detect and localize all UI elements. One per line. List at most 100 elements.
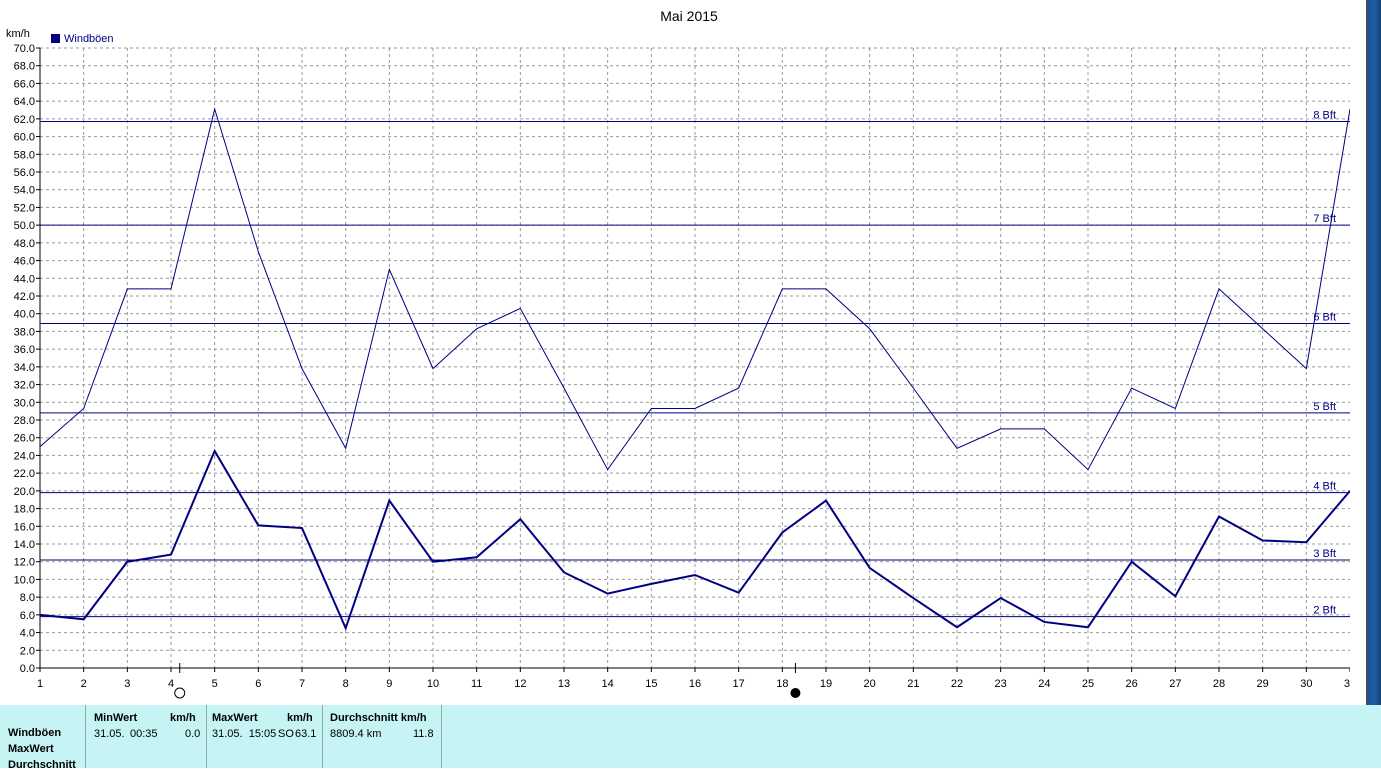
x-tick-label: 30 [1300,678,1312,690]
y-tick-label: 56.0 [14,167,35,179]
full-moon-icon [174,687,186,699]
series-line-wind [39,448,1350,631]
min-time: 00:35 [130,728,158,740]
wind-chart: Mai 2015 km/h Windböen 2 Bft 3 Bft 4 Bft 5 … [6,8,1350,699]
y-tick-label: 32.0 [14,380,35,392]
axes: 0.0 2.0 4.0 6.0 8.0 10.0 12.0 14.0 16.0 18.0 20.0 2… [14,43,1350,690]
y-tick-label: 50.0 [14,220,35,232]
y-tick-label: 40.0 [14,309,35,321]
y-tick-label: 52.0 [14,202,35,214]
beaufort-label: 3 Bft [1313,548,1336,560]
stats-row-label: MaxWert [8,743,54,755]
avg-value: 11.8 [413,728,434,740]
x-tick-label: 1 [37,678,43,690]
x-tick-label: 11 [471,678,482,690]
y-tick-label: 66.0 [14,78,35,90]
y-tick-label: 48.0 [14,238,35,250]
y-tick-label: 58.0 [14,149,35,161]
x-tick-label: 10 [427,678,439,690]
y-tick-label: 0.0 [20,663,35,675]
new-moon-icon [790,688,801,698]
x-tick-label: 20 [864,678,876,690]
min-value: 0.0 [185,728,201,740]
x-tick-label: 18 [776,678,788,690]
x-tick-label: 3 [124,678,130,690]
y-tick-label: 12.0 [14,557,35,569]
x-tick-label: 7 [299,678,305,690]
x-tick-label: 22 [951,678,963,690]
y-tick-label: 4.0 [20,628,35,640]
y-tick-label: 6.0 [20,610,35,622]
stats-col-min: MinWert km/h 31.05. 00:35 0.0 [85,705,207,768]
legend: Windböen [51,33,114,45]
x-tick-label: 27 [1169,678,1181,690]
beaufort-label: 4 Bft [1313,481,1336,493]
y-tick-label: 2.0 [20,645,35,657]
avg-header: Durchschnitt km/h [330,712,427,724]
x-tick-label: 4 [168,678,174,690]
y-tick-label: 38.0 [14,326,35,338]
beaufort-label: 6 Bft [1313,311,1336,323]
x-tick-label: 25 [1082,678,1094,690]
chart-title: Mai 2015 [660,8,718,24]
min-date: 31.05. [94,728,125,740]
x-tick-label: 21 [907,678,919,690]
y-tick-label: 8.0 [20,592,35,604]
x-tick-label: 19 [820,678,832,690]
y-tick-label: 20.0 [14,486,35,498]
x-tick-label: 23 [995,678,1007,690]
desktop-edge [1350,0,1381,705]
x-tick-label: 17 [733,678,745,690]
moon-phases [174,663,801,699]
beaufort-label: 5 Bft [1313,401,1336,413]
x-tick-label: 31 [1344,678,1350,690]
y-tick-label: 24.0 [14,450,35,462]
y-tick-label: 70.0 [14,43,35,55]
y-tick-label: 16.0 [14,521,35,533]
series-line-gust [39,107,1350,471]
y-tick-label: 36.0 [14,344,35,356]
max-unit: km/h [287,712,313,724]
max-direction: SO [278,728,294,740]
y-tick-label: 10.0 [14,574,35,586]
x-tick-label: 26 [1126,678,1138,690]
x-tick-label: 2 [81,678,87,690]
legend-swatch [51,34,60,43]
beaufort-label: 2 Bft [1313,605,1336,617]
y-tick-label: 44.0 [14,273,35,285]
max-datetime: 31.05. 15:05 [212,728,277,740]
x-tick-label: 8 [343,678,349,690]
legend-label: Windböen [64,33,114,45]
y-tick-label: 42.0 [14,291,35,303]
x-tick-label: 5 [212,678,218,690]
y-tick-label: 64.0 [14,96,35,108]
y-tick-label: 18.0 [14,504,35,516]
y-tick-label: 54.0 [14,185,35,197]
beaufort-lines: 2 Bft 3 Bft 4 Bft 5 Bft 6 Bft 7 Bft 8 Bft [40,110,1350,618]
grid [40,47,1350,668]
avg-distance: 8809.4 km [330,728,382,740]
stats-panel: Windböen MaxWert Durchschnitt MinWert km… [0,705,1381,771]
x-tick-label: 14 [602,678,614,690]
y-tick-label: 62.0 [14,114,35,126]
max-header: MaxWert [212,712,258,724]
x-tick-label: 16 [689,678,701,690]
max-value: 63.1 [295,728,317,740]
x-tick-label: 28 [1213,678,1225,690]
y-tick-label: 26.0 [14,433,35,445]
x-tick-label: 24 [1038,678,1050,690]
x-tick-label: 12 [514,678,526,690]
min-unit: km/h [170,712,196,724]
stats-col-avg: Durchschnitt km/h 8809.4 km 11.8 [322,705,442,768]
x-tick-label: 15 [645,678,657,690]
stats-row-label: Durchschnitt [8,759,76,771]
y-tick-label: 14.0 [14,539,35,551]
x-tick-label: 9 [386,678,392,690]
x-tick-label: 13 [558,678,570,690]
y-tick-label: 46.0 [14,256,35,268]
y-tick-label: 34.0 [14,362,35,374]
stats-col-max: MaxWert km/h 31.05. 15:05 SO 63.1 [205,705,323,768]
y-tick-label: 60.0 [14,132,35,144]
series [39,107,1350,631]
y-axis-unit: km/h [6,28,30,40]
